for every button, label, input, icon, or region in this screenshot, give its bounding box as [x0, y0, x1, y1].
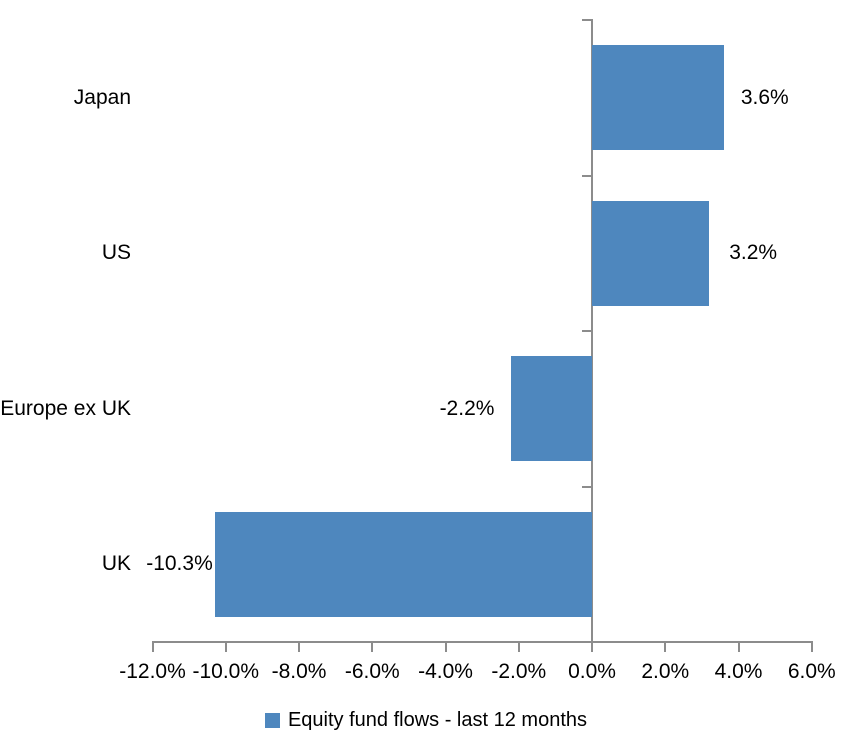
- x-axis-line: [151, 641, 813, 643]
- bar-japan: [592, 45, 724, 151]
- x-axis-tick: [298, 642, 300, 652]
- x-axis-tick-label: -12.0%: [119, 660, 186, 683]
- x-axis-tick-label: -6.0%: [344, 660, 400, 683]
- category-tick: [582, 485, 591, 488]
- bar-europe-ex-uk: [511, 356, 592, 462]
- category-tick: [582, 19, 591, 21]
- value-label-europe-ex-uk: -2.2%: [439, 396, 495, 420]
- value-label-uk: -10.3%: [146, 552, 213, 576]
- x-axis-tick-label: 0.0%: [568, 660, 616, 683]
- value-label-us: 3.2%: [729, 241, 778, 265]
- bar-uk: [214, 511, 592, 617]
- legend-swatch-icon: [264, 713, 280, 728]
- x-axis-tick-label: -4.0%: [418, 660, 473, 683]
- x-axis-tick: [591, 642, 593, 652]
- legend: Equity fund flows - last 12 months: [0, 709, 852, 732]
- x-axis-tick: [444, 642, 447, 652]
- x-axis-tick-label: 4.0%: [714, 660, 763, 683]
- x-axis-tick-label: -2.0%: [491, 660, 547, 683]
- category-tick: [582, 174, 591, 177]
- bar-us: [592, 200, 710, 306]
- x-axis-tick: [664, 642, 667, 652]
- x-axis-tick-label: 6.0%: [787, 660, 836, 683]
- legend-label: Equity fund flows - last 12 months: [287, 709, 588, 731]
- x-axis-tick: [224, 642, 227, 652]
- x-axis-tick-label: -8.0%: [271, 660, 327, 683]
- x-axis-tick: [810, 642, 813, 652]
- x-axis-tick-label: 2.0%: [641, 660, 690, 683]
- x-axis-tick: [151, 642, 154, 652]
- x-axis-tick: [371, 642, 374, 652]
- x-axis-tick: [737, 642, 740, 652]
- x-axis-tick: [517, 642, 520, 652]
- category-label-uk: UK: [101, 552, 131, 576]
- category-label-japan: Japan: [73, 85, 131, 109]
- category-label-us: US: [101, 241, 131, 265]
- value-label-japan: 3.6%: [740, 85, 789, 109]
- x-axis-tick-label: -10.0%: [192, 660, 260, 683]
- category-tick: [582, 330, 591, 332]
- category-label-europe-ex-uk: Europe ex UK: [0, 396, 131, 420]
- zero-axis-line: [591, 19, 593, 642]
